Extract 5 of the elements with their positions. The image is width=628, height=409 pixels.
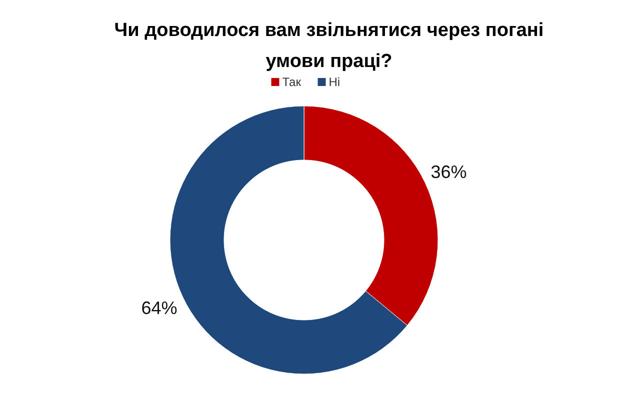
legend-label: Так: [282, 75, 302, 89]
chart-title: Чи доводилося вам звільнятися через погані умови праці?: [114, 20, 544, 72]
data-label: 36%: [430, 162, 467, 182]
data-label: 64%: [141, 298, 178, 318]
legend-label: Ні: [328, 75, 340, 89]
